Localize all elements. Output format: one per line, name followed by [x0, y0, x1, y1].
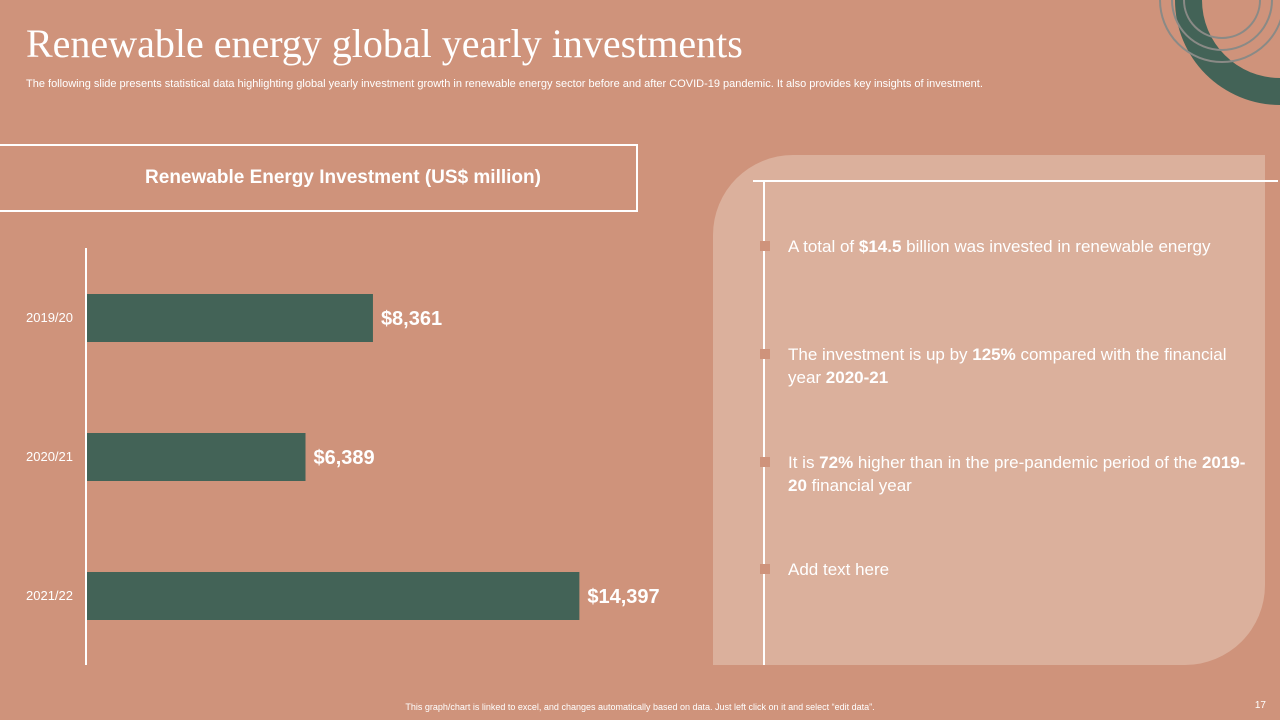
decorative-ring-line	[1183, 0, 1261, 39]
insight-text: It is 72% higher than in the pre-pandemi…	[788, 451, 1248, 497]
insight-text-part: It is	[788, 453, 820, 472]
insight-text-part: The investment is up by	[788, 345, 973, 364]
panel-divider-horizontal	[753, 180, 1278, 182]
insight-highlight: 2020-21	[825, 368, 889, 387]
insight-text-part: higher than in the pre-pandemic period o…	[853, 453, 1202, 472]
insight-text-part: compared with the financial year	[788, 345, 1227, 387]
insights-panel	[713, 155, 1265, 665]
insight-highlight: $14.5	[858, 237, 902, 256]
chart-header: Renewable Energy Investment (US$ million…	[0, 144, 638, 212]
decorative-arcs	[1159, 0, 1280, 105]
square-bullet-icon	[760, 349, 770, 359]
panel-divider-vertical	[763, 180, 765, 665]
insight-text: A total of $14.5 billion was invested in…	[788, 235, 1248, 258]
insight-text: The investment is up by 125% compared wi…	[788, 343, 1248, 389]
insight-highlight: 72%	[819, 453, 854, 472]
page-number: 17	[1254, 700, 1266, 711]
insight-text-part: financial year	[806, 476, 912, 495]
data-label: $14,397	[587, 586, 659, 608]
category-label: 2020/21	[26, 449, 73, 464]
data-label: $8,361	[381, 308, 442, 330]
insight-highlight: 2019-20	[788, 453, 1246, 495]
category-label: 2019/20	[26, 310, 73, 325]
square-bullet-icon	[760, 241, 770, 251]
bar-2021-22	[87, 572, 580, 620]
data-label: $6,389	[314, 447, 375, 469]
bar-2019-20	[87, 294, 373, 342]
insight-text-part: billion was invested in renewable energy	[901, 237, 1211, 256]
bar-2020-21	[87, 433, 306, 481]
insight-text: Add text here	[788, 558, 1248, 581]
footer-note: This graph/chart is linked to excel, and…	[405, 702, 875, 712]
slide-title: Renewable energy global yearly investmen…	[26, 21, 743, 66]
insight-text-part: Add text here	[788, 560, 890, 579]
insight-highlight: 125%	[972, 345, 1016, 364]
category-label: 2021/22	[26, 588, 73, 603]
insight-text-part: A total of	[788, 237, 859, 256]
slide-subtitle: The following slide presents statistical…	[26, 78, 983, 90]
square-bullet-icon	[760, 457, 770, 467]
square-bullet-icon	[760, 564, 770, 574]
bar-chart: 2019/20 $8,361 2020/21 $6,389 2021/22 $14,397	[26, 248, 660, 665]
